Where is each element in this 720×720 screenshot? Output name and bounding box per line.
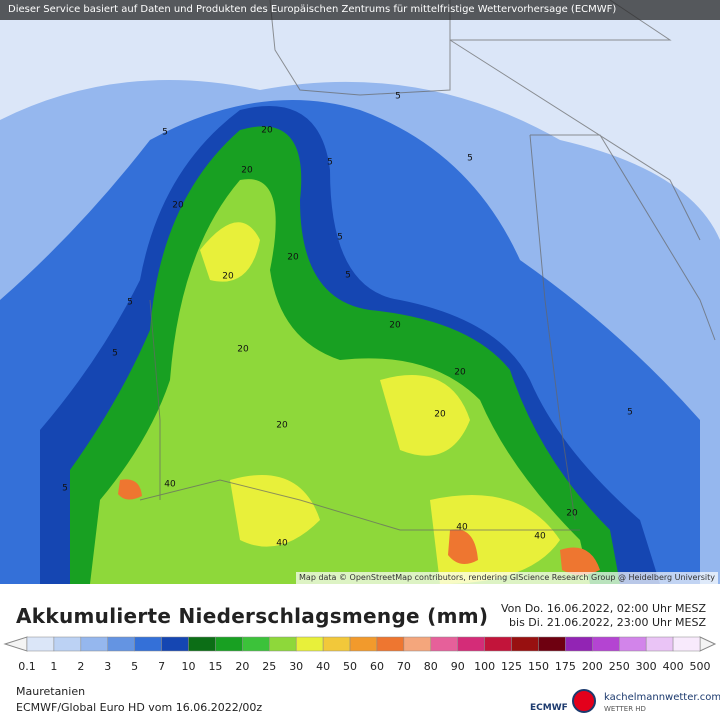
map-attribution: Map data © OpenStreetMap contributors, r… (296, 572, 718, 584)
scale-label: 80 (424, 660, 438, 673)
site-logo-icon (572, 689, 596, 713)
contour-label: 5 (627, 408, 633, 418)
contour-label: 20 (222, 272, 234, 282)
contour-label: 20 (241, 166, 253, 176)
scale-box (53, 636, 82, 652)
site-logo-sub: WETTER HD (604, 705, 646, 713)
contour-label: 5 (345, 271, 351, 281)
contour-label: 20 (566, 509, 578, 519)
contour-label: 40 (456, 523, 468, 533)
scale-box (457, 636, 485, 652)
scale-label: 150 (528, 660, 549, 673)
scale-box (592, 636, 620, 652)
scale-box (484, 636, 512, 652)
scale-label: 40 (316, 660, 330, 673)
scale-label: 25 (262, 660, 276, 673)
precipitation-map: 5 5 5 5 5 5 5 5 5 20 20 20 20 20 20 20 20 20 20 40 40 40 40 20 5 (0, 0, 720, 584)
scale-label: 125 (501, 660, 522, 673)
contour-label: 5 (467, 154, 473, 164)
scale-box (26, 636, 55, 652)
scale-box (511, 636, 539, 652)
ecmwf-logo: ECMWF (530, 703, 568, 713)
scale-box (242, 636, 270, 652)
contour-label: 5 (395, 92, 401, 102)
contour-label: 20 (237, 345, 249, 355)
scale-box (107, 636, 135, 652)
scale-box (322, 636, 351, 652)
scale-box (672, 636, 701, 652)
scale-arrow-high (699, 636, 717, 652)
scale-box (376, 636, 405, 652)
contour-label: 20 (434, 410, 446, 420)
contour-label: 5 (327, 158, 333, 168)
contour-label: 5 (162, 128, 168, 138)
contour-label: 20 (454, 368, 466, 378)
scale-label: 400 (663, 660, 684, 673)
model-run: ECMWF/Global Euro HD vom 16.06.2022/00z (16, 701, 263, 714)
scale-label: 10 (182, 660, 196, 673)
scale-box (161, 636, 189, 652)
scale-label: 15 (208, 660, 222, 673)
scale-box (269, 636, 297, 652)
legend-title: Akkumulierte Niederschlagsmenge (mm) (16, 604, 489, 628)
scale-label: 70 (397, 660, 411, 673)
scale-label: 2 (77, 660, 84, 673)
scale-label: 30 (289, 660, 303, 673)
scale-box (618, 636, 647, 652)
scale-box (215, 636, 243, 652)
scale-box (403, 636, 432, 652)
site-logo: kachelmannwetter.com (604, 692, 720, 703)
service-notice: Dieser Service basiert auf Daten und Pro… (0, 0, 720, 20)
contour-label: 20 (276, 421, 288, 431)
scale-box (645, 636, 674, 652)
contour-label: 5 (337, 233, 343, 243)
contour-label: 20 (287, 253, 299, 263)
contour-label: 5 (62, 484, 68, 494)
scale-arrow-low (3, 636, 28, 652)
region-name: Mauretanien (16, 685, 86, 698)
scale-box (80, 636, 109, 652)
contour-label: 5 (112, 349, 118, 359)
scale-label: 200 (582, 660, 603, 673)
scale-box (188, 636, 216, 652)
scale-label: 20 (235, 660, 249, 673)
scale-label: 3 (104, 660, 111, 673)
scale-label: 5 (131, 660, 138, 673)
contour-label: 40 (534, 532, 546, 542)
scale-box (538, 636, 566, 652)
scale-label: 50 (343, 660, 357, 673)
scale-label: 1 (50, 660, 57, 673)
scale-box (134, 636, 162, 652)
period-from: Von Do. 16.06.2022, 02:00 Uhr MESZ (500, 602, 706, 615)
contour-label: 5 (127, 298, 133, 308)
scale-box (349, 636, 378, 652)
scale-box (295, 636, 324, 652)
color-scale: 0.1 1 2 3 5 7 10 15 20 25 30 40 50 60 70 80 90 100 125 150 1… (3, 636, 717, 673)
scale-label: 60 (370, 660, 384, 673)
scale-label: 90 (451, 660, 465, 673)
scale-box (430, 636, 458, 652)
scale-label: 300 (636, 660, 657, 673)
period-to: bis Di. 21.06.2022, 23:00 Uhr MESZ (509, 616, 706, 629)
scale-label: 250 (609, 660, 630, 673)
scale-label: 0.1 (18, 660, 36, 673)
scale-label: 7 (158, 660, 165, 673)
scale-box (565, 636, 593, 652)
contour-label: 40 (164, 480, 176, 490)
contour-label: 20 (261, 126, 273, 136)
contour-label: 40 (276, 539, 288, 549)
contour-label: 20 (172, 201, 184, 211)
scale-label: 500 (690, 660, 711, 673)
scale-label: 100 (474, 660, 495, 673)
scale-label: 175 (555, 660, 576, 673)
contour-label: 20 (389, 321, 401, 331)
